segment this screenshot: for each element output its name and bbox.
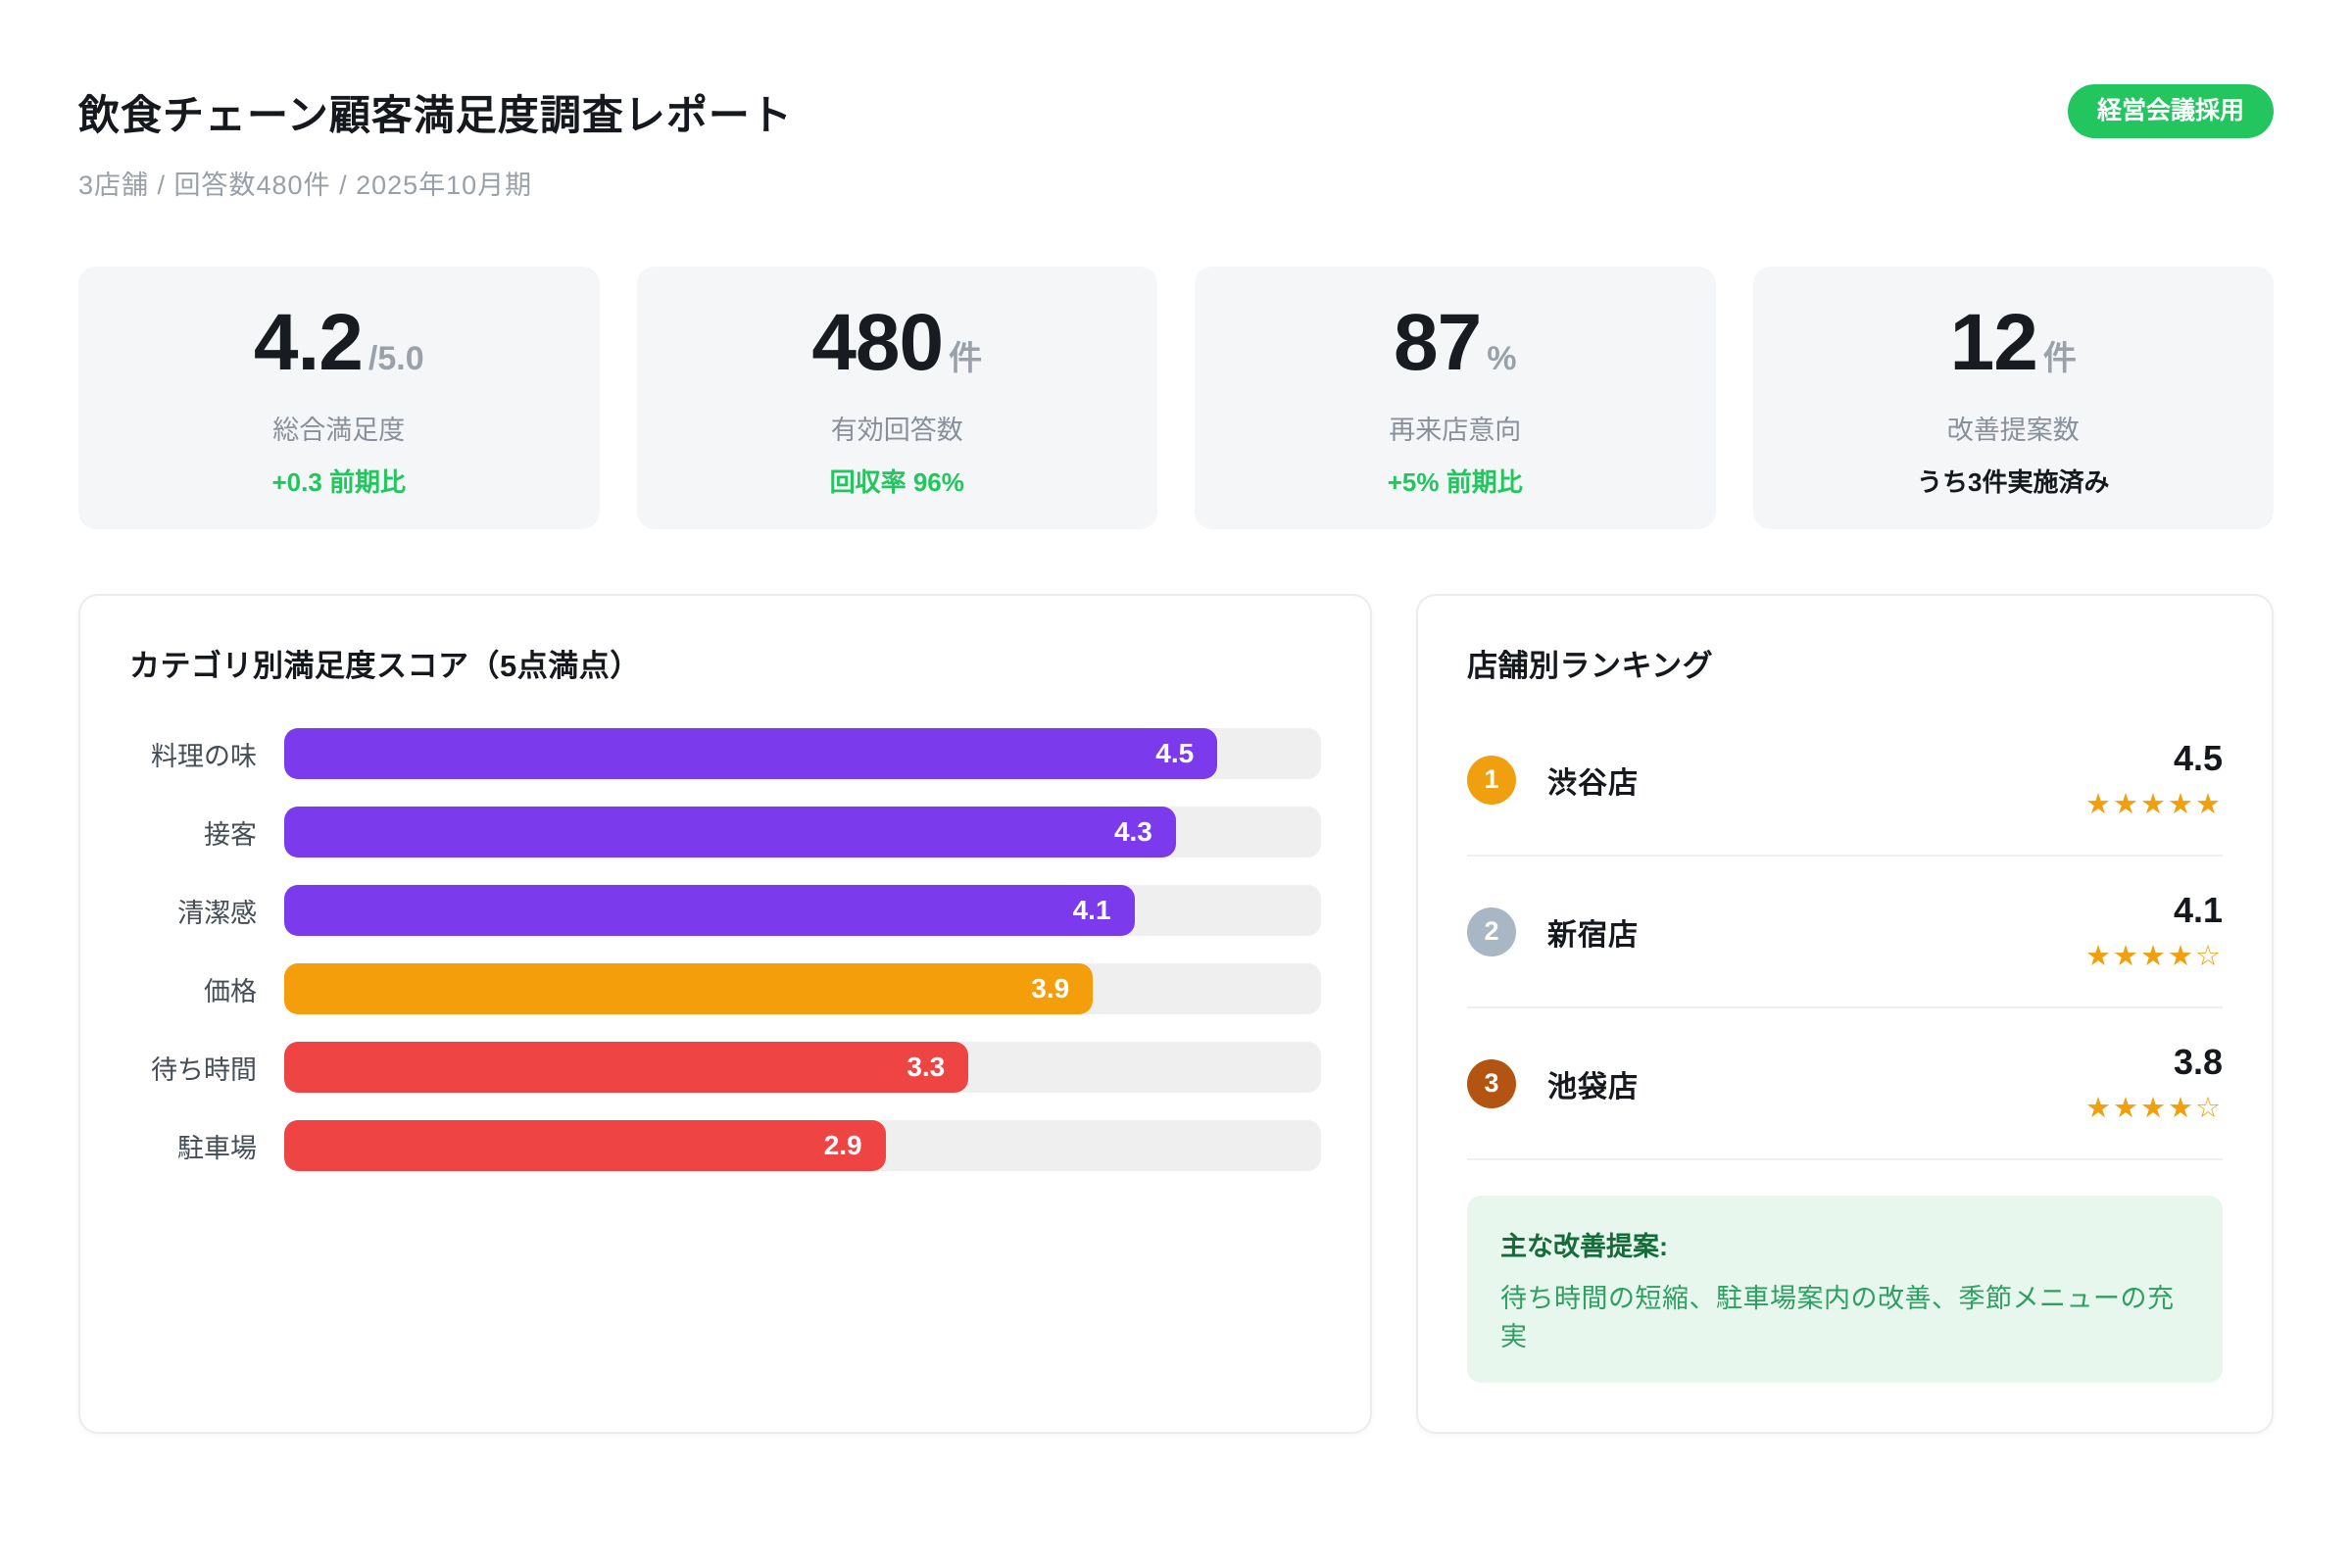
kpi-card-responses: 480 件 有効回答数 回収率 96% (636, 267, 1157, 529)
bar-value: 4.1 (1072, 895, 1111, 925)
bar-row-cleanliness: 清潔感 4.1 (120, 885, 1321, 936)
status-badge: 経営会議採用 (2067, 84, 2274, 138)
bar-track: 4.3 (284, 807, 1321, 858)
bar-fill: 3.9 (284, 963, 1094, 1014)
main-row: カテゴリ別満足度スコア（5点満点） 料理の味 4.5 接客 4.3 (78, 594, 2274, 1434)
kpi-label: 有効回答数 (830, 416, 963, 445)
kpi-label: 再来店意向 (1389, 416, 1522, 445)
report-subtitle: 3店舗 / 回答数480件 / 2025年10月期 (78, 171, 533, 200)
kpi-value: 480 (811, 298, 944, 387)
star-rating: ★★★★☆ (2085, 941, 2223, 972)
rank-item-shinjuku: 2 新宿店 4.1 ★★★★☆ (1467, 857, 2223, 1008)
bar-track: 4.5 (284, 728, 1321, 779)
kpi-label: 改善提案数 (1946, 416, 2080, 445)
store-score: 3.8 (2173, 1042, 2223, 1082)
bar-value: 4.5 (1155, 738, 1195, 768)
bar-label: 料理の味 (151, 741, 257, 771)
kpi-note: 回収率 96% (829, 467, 964, 497)
bar-row-price: 価格 3.9 (120, 963, 1321, 1014)
bar-row-service: 接客 4.3 (120, 807, 1321, 858)
bar-fill: 3.3 (284, 1042, 969, 1093)
bar-track: 2.9 (284, 1120, 1321, 1171)
kpi-value: 12 (1949, 298, 2038, 387)
bar-label: 清潔感 (177, 898, 257, 928)
improvement-note-box: 主な改善提案: 待ち時間の短縮、駐車場案内の改善、季節メニューの充実 (1467, 1196, 2223, 1383)
kpi-note: +0.3 前期比 (271, 467, 407, 497)
kpi-note: +5% 前期比 (1387, 467, 1523, 497)
kpi-value: 4.2 (253, 298, 364, 387)
kpi-suffix: 件 (2042, 340, 2077, 377)
kpi-card-revisit-intent: 87 % 再来店意向 +5% 前期比 (1195, 267, 1716, 529)
store-name: 池袋店 (1547, 1070, 1639, 1103)
bar-track: 3.9 (284, 963, 1321, 1014)
kpi-note: うち3件実施済み (1917, 467, 2110, 497)
rank-medal: 2 (1467, 906, 1516, 956)
store-score: 4.1 (2173, 890, 2223, 930)
note-heading: 主な改善提案: (1500, 1232, 1668, 1261)
bar-track: 4.1 (284, 885, 1321, 936)
bar-value: 2.9 (823, 1130, 862, 1160)
kpi-row: 4.2 /5.0 総合満足度 +0.3 前期比 480 件 有効回答数 回収率 … (78, 267, 2274, 529)
report-header: 飲食チェーン顧客満足度調査レポート 3店舗 / 回答数480件 / 2025年1… (78, 82, 2274, 202)
ranking-title: 店舗別ランキング (1467, 649, 1714, 683)
rank-item-ikebukuro: 3 池袋店 3.8 ★★★★☆ (1467, 1008, 2223, 1160)
bar-fill: 2.9 (284, 1120, 886, 1171)
star-rating: ★★★★☆ (2085, 1093, 2223, 1124)
chart-title: カテゴリ別満足度スコア（5点満点） (129, 649, 641, 683)
bar-value: 3.3 (906, 1052, 946, 1082)
kpi-suffix: 件 (949, 340, 983, 377)
rank-medal: 1 (1467, 755, 1516, 805)
bar-row-parking: 駐車場 2.9 (120, 1120, 1321, 1171)
rank-medal: 3 (1467, 1058, 1516, 1108)
rank-item-shibuya: 1 渋谷店 4.5 ★★★★★ (1467, 705, 2223, 857)
store-ranking-card: 店舗別ランキング 1 渋谷店 4.5 ★★★★★ 2 新宿店 4.1 ★★★★☆ (1416, 594, 2274, 1434)
kpi-card-overall-satisfaction: 4.2 /5.0 総合満足度 +0.3 前期比 (78, 267, 600, 529)
note-body: 待ち時間の短縮、駐車場案内の改善、季節メニューの充実 (1500, 1284, 2175, 1351)
kpi-label: 総合満足度 (272, 416, 406, 445)
bar-fill: 4.3 (284, 807, 1176, 858)
ranking-list: 1 渋谷店 4.5 ★★★★★ 2 新宿店 4.1 ★★★★☆ (1467, 705, 2223, 1160)
bar-row-wait-time: 待ち時間 3.3 (120, 1042, 1321, 1093)
page-title: 飲食チェーン顧客満足度調査レポート (78, 92, 793, 138)
bar-track: 3.3 (284, 1042, 1321, 1093)
bar-label: 価格 (204, 976, 257, 1006)
store-name: 新宿店 (1547, 918, 1639, 952)
bar-chart: 料理の味 4.5 接客 4.3 清潔 (120, 728, 1321, 1171)
bar-row-taste: 料理の味 4.5 (120, 728, 1321, 779)
star-rating: ★★★★★ (2085, 789, 2223, 820)
category-score-chart-card: カテゴリ別満足度スコア（5点満点） 料理の味 4.5 接客 4.3 (78, 594, 1372, 1434)
bar-value: 4.3 (1113, 816, 1152, 847)
bar-label: 待ち時間 (151, 1054, 257, 1085)
header-text-block: 飲食チェーン顧客満足度調査レポート 3店舗 / 回答数480件 / 2025年1… (78, 82, 793, 202)
store-score: 4.5 (2173, 738, 2223, 778)
bar-label: 駐車場 (177, 1133, 257, 1163)
kpi-suffix: /5.0 (368, 340, 424, 377)
bar-fill: 4.5 (284, 728, 1218, 779)
bar-fill: 4.1 (284, 885, 1135, 936)
bar-value: 3.9 (1031, 973, 1070, 1004)
store-name: 渋谷店 (1547, 766, 1639, 800)
kpi-card-improvement-proposals: 12 件 改善提案数 うち3件実施済み (1752, 267, 2274, 529)
kpi-value: 87 (1394, 298, 1482, 387)
kpi-suffix: % (1487, 340, 1517, 377)
bar-label: 接客 (204, 819, 257, 850)
